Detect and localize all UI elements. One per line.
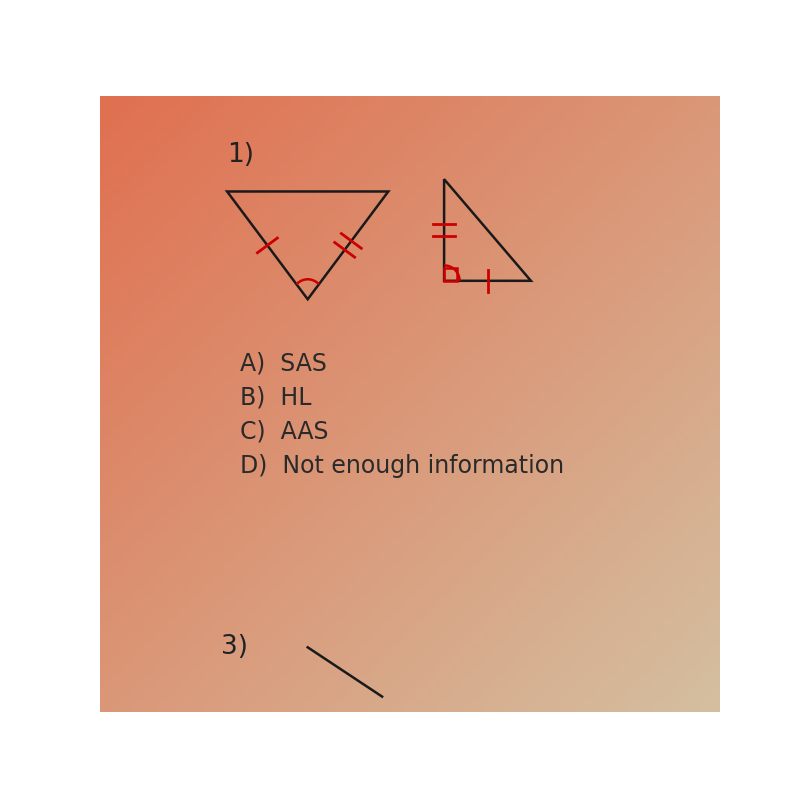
Text: 3): 3) xyxy=(221,634,248,660)
Text: D)  Not enough information: D) Not enough information xyxy=(239,454,564,478)
Text: 1): 1) xyxy=(227,142,254,167)
Text: C)  AAS: C) AAS xyxy=(239,420,328,444)
Text: B)  HL: B) HL xyxy=(239,386,311,410)
Text: A)  SAS: A) SAS xyxy=(239,352,326,376)
